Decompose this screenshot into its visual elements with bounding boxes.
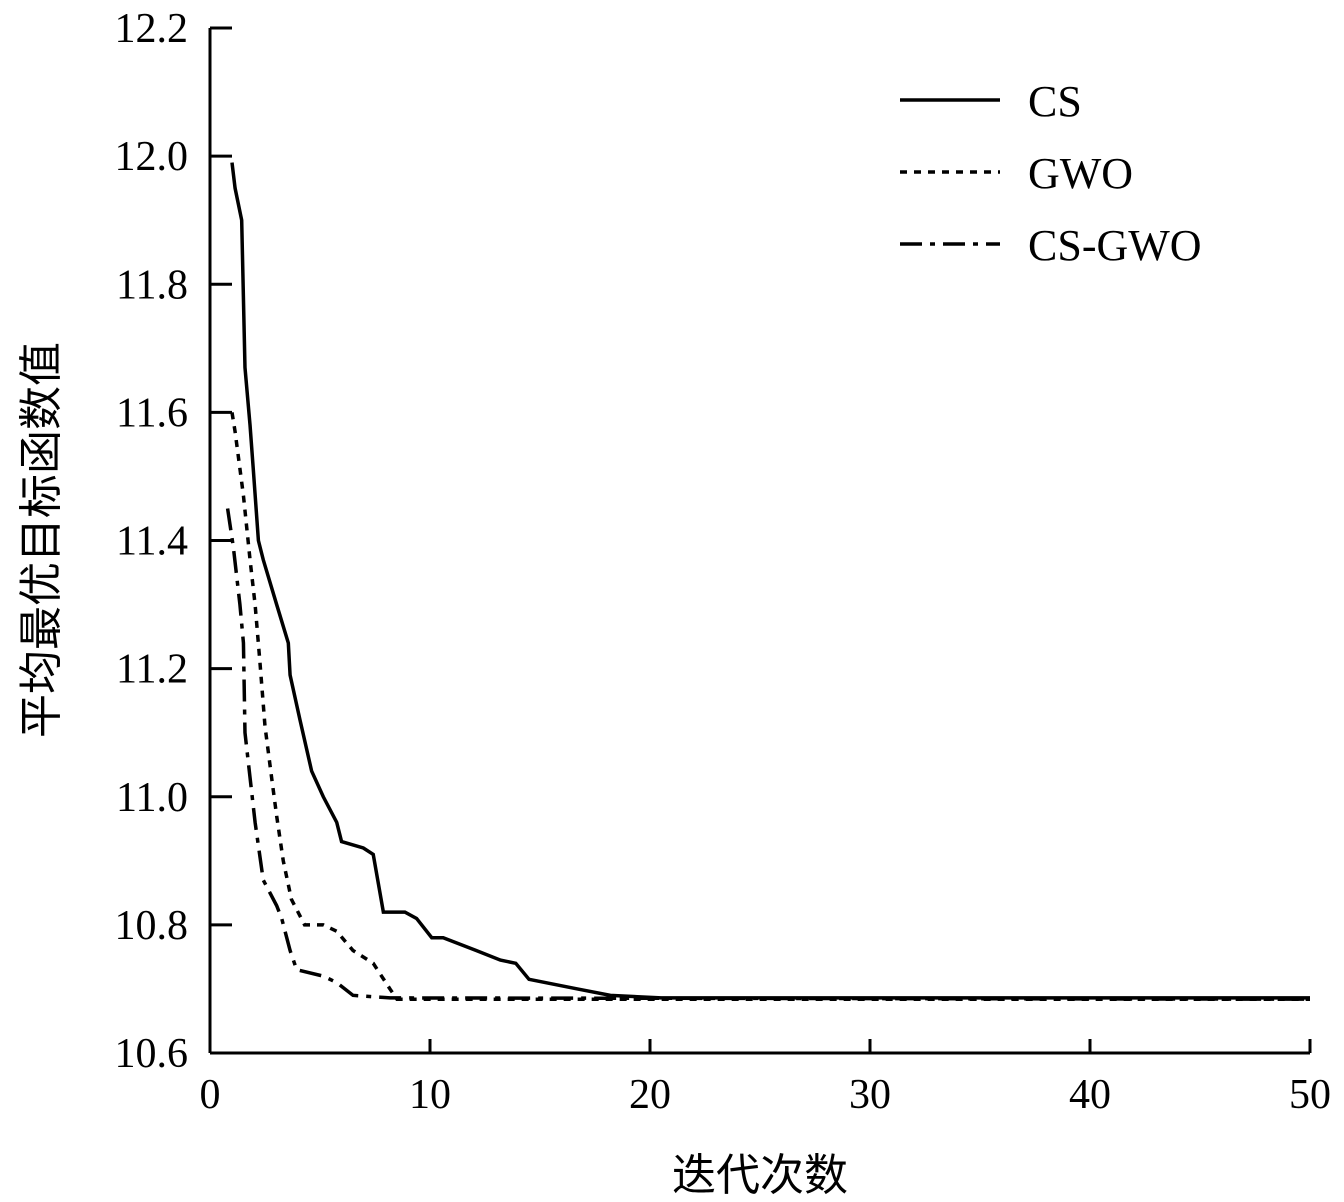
x-tick-label: 10 (409, 1072, 451, 1118)
legend: CS GWO CS-GWO (900, 77, 1202, 270)
y-tick-label: 11.0 (116, 775, 188, 821)
legend-label: CS (1028, 77, 1082, 126)
y-tick-label: 10.6 (115, 1031, 189, 1077)
x-tick-label: 40 (1069, 1072, 1111, 1118)
y-tick-label: 11.2 (116, 647, 188, 693)
x-tick-label: 50 (1289, 1072, 1331, 1118)
y-tick-label: 10.8 (115, 903, 189, 949)
y-tick-label: 11.6 (116, 390, 188, 436)
x-tick-label: 0 (200, 1072, 221, 1118)
y-axis-label: 平均最优目标函数值 (17, 342, 66, 738)
y-tick-label: 11.8 (116, 262, 188, 308)
x-tick-label: 30 (849, 1072, 891, 1118)
legend-label: CS-GWO (1028, 221, 1202, 270)
y-tick-label: 12.0 (115, 134, 189, 180)
series-line-cs-gwo (225, 508, 1311, 1001)
y-tick-label: 12.2 (115, 6, 189, 52)
axes (208, 28, 1310, 1055)
x-tick-label: 20 (629, 1072, 671, 1118)
y-tick-label: 11.4 (116, 519, 188, 565)
series-line-gwo (230, 412, 1310, 1001)
legend-label: GWO (1028, 149, 1133, 198)
series-line-cs (230, 162, 1310, 1000)
x-axis-label: 迭代次数 (672, 1151, 848, 1200)
